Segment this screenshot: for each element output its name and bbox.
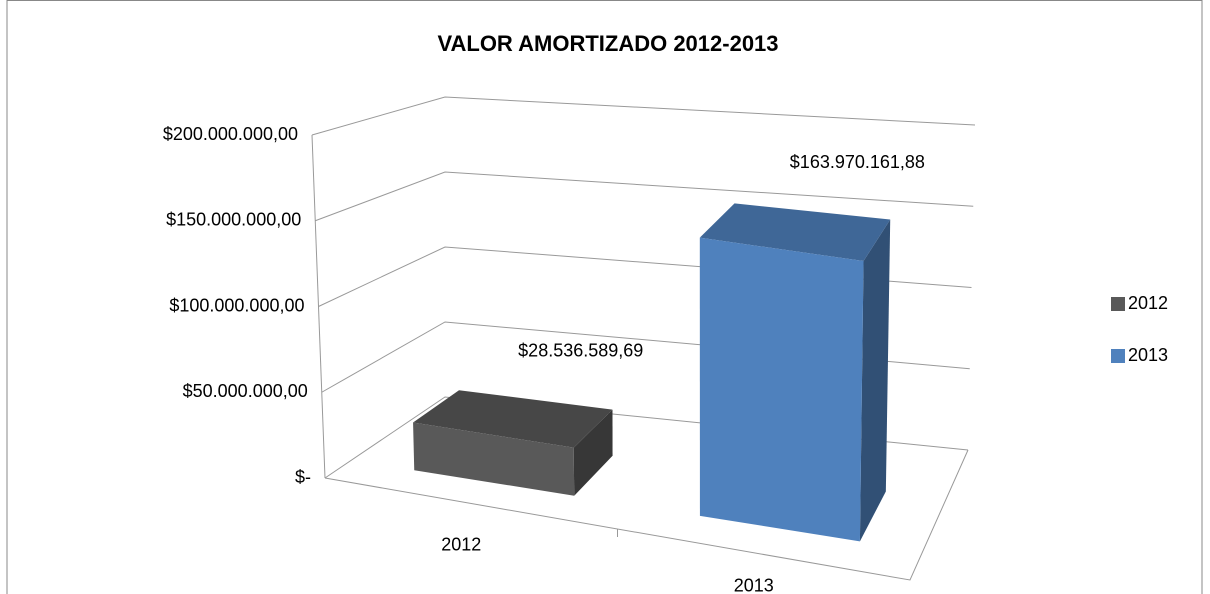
bar-front [413,422,575,496]
chart-title: VALOR AMORTIZADO 2012-2013 [437,31,778,56]
y-tick-label: $50.000.000,00 [183,381,308,401]
legend-swatch [1111,349,1125,363]
bar [699,203,891,542]
bar-top [413,390,613,448]
bar [413,390,613,496]
bar-side [859,219,891,542]
value-label: $163.970.161,88 [790,152,925,172]
bar-side [573,409,613,496]
grid-line [315,171,974,222]
y-tick-label: $- [295,467,311,487]
x-tick-label: 2013 [734,575,774,594]
floor [324,449,969,581]
legend-swatch [1111,297,1125,311]
bar-top [699,203,891,262]
bar-front [699,237,864,542]
legend-label: 2013 [1128,345,1168,365]
value-label: $28.536.589,69 [518,341,643,361]
legend-label: 2012 [1128,293,1168,313]
chart-border [6,0,1203,594]
y-tick-label: $200.000.000,00 [163,124,298,144]
grid-line [311,96,976,136]
y-tick-label: $100.000.000,00 [169,295,304,315]
x-tick-label: 2012 [441,534,481,554]
y-tick-label: $150.000.000,00 [166,210,301,230]
